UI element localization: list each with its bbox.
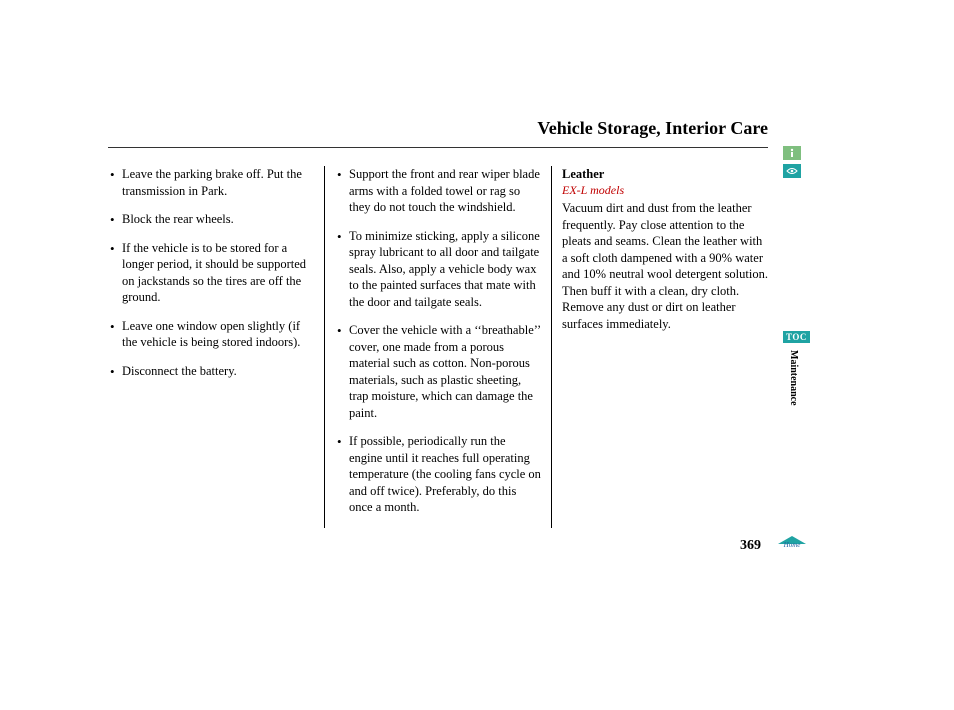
model-note: EX-L models: [562, 183, 768, 199]
leather-heading: Leather: [562, 166, 768, 183]
list-item: Block the rear wheels.: [108, 211, 314, 228]
list-item: If the vehicle is to be stored for a lon…: [108, 240, 314, 306]
home-label: Home: [778, 541, 806, 549]
list-item: Leave one window open slightly (if the v…: [108, 318, 314, 351]
leather-body: Vacuum dirt and dust from the leather fr…: [562, 200, 768, 332]
list-item: Leave the parking brake off. Put the tra…: [108, 166, 314, 199]
index-icon[interactable]: [783, 164, 801, 178]
list-item: Disconnect the battery.: [108, 363, 314, 380]
list-item: To minimize sticking, apply a silicone s…: [335, 228, 541, 311]
info-icon[interactable]: [783, 146, 801, 160]
column-3: Leather EX-L models Vacuum dirt and dust…: [552, 166, 768, 528]
section-tab-maintenance[interactable]: Maintenance: [788, 350, 799, 406]
manual-page: Vehicle Storage, Interior Care Leave the…: [108, 118, 768, 528]
page-number: 369: [740, 538, 761, 554]
content-columns: Leave the parking brake off. Put the tra…: [108, 166, 768, 528]
toc-tab[interactable]: TOC: [783, 331, 810, 343]
home-icon[interactable]: Home: [778, 536, 806, 554]
list-item: Support the front and rear wiper blade a…: [335, 166, 541, 216]
list-item: Cover the vehicle with a ‘‘breathable’’ …: [335, 322, 541, 421]
list-item: If possible, periodically run the engine…: [335, 433, 541, 516]
column-1: Leave the parking brake off. Put the tra…: [108, 166, 325, 528]
page-title: Vehicle Storage, Interior Care: [108, 118, 768, 148]
column-2: Support the front and rear wiper blade a…: [325, 166, 552, 528]
